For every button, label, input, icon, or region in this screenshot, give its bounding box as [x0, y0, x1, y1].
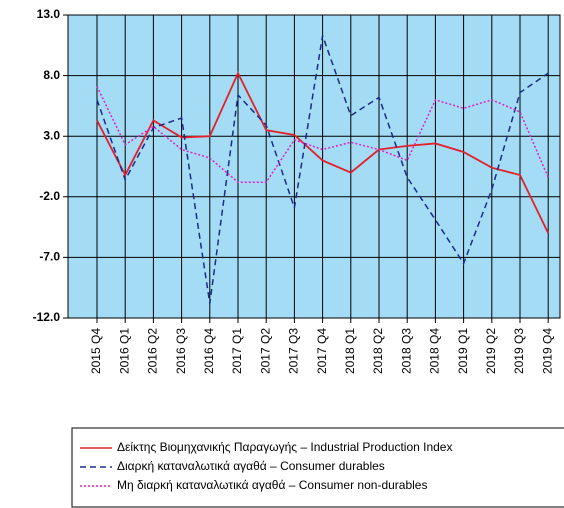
x-tick-label: 2017 Q2: [258, 328, 272, 374]
x-tick-label: 2019 Q3: [512, 328, 526, 374]
y-tick-label: 3.0: [43, 128, 60, 142]
x-tick-label: 2019 Q1: [456, 328, 470, 374]
legend: Δείκτης Βιομηχανικής Παραγωγής – Industr…: [71, 427, 564, 508]
x-tick-label: 2016 Q2: [146, 328, 160, 374]
x-tick-label: 2018 Q2: [371, 328, 385, 374]
legend-label: Διαρκή καταναλωτικά αγαθά – Consumer dur…: [117, 459, 385, 473]
y-tick-label: -2.0: [39, 189, 60, 203]
x-tick-label: 2018 Q3: [399, 328, 413, 374]
x-tick-label: 2016 Q4: [202, 328, 216, 374]
series-line: [96, 35, 549, 304]
legend-label: Μη διαρκή καταναλωτικά αγαθά – Consumer …: [117, 478, 427, 492]
x-tick-label: 2017 Q1: [230, 328, 244, 374]
y-tick-label: 8.0: [43, 68, 60, 82]
legend-label: Δείκτης Βιομηχανικής Παραγωγής – Industr…: [117, 440, 452, 454]
x-tick-label: 2016 Q1: [117, 328, 131, 374]
x-tick-label: 2018 Q4: [428, 328, 442, 374]
y-tick-label: -12.0: [33, 310, 61, 324]
plot-border: [67, 14, 561, 319]
x-tick-label: 2018 Q1: [343, 328, 357, 374]
plot-area: [68, 15, 560, 318]
x-tick-label: 2019 Q4: [540, 328, 554, 374]
y-tick-label: -7.0: [39, 250, 60, 264]
series-line: [96, 71, 550, 234]
x-tick-label: 2016 Q3: [174, 328, 188, 374]
x-tick-label: 2017 Q4: [315, 328, 329, 374]
legend-box: [71, 427, 564, 508]
x-tick-label: 2015 Q4: [89, 328, 103, 374]
series-line: [96, 86, 549, 184]
x-tick-label: 2019 Q2: [484, 328, 498, 374]
y-tick-label: 13.0: [37, 7, 61, 21]
x-tick-label: 2017 Q3: [287, 328, 301, 374]
